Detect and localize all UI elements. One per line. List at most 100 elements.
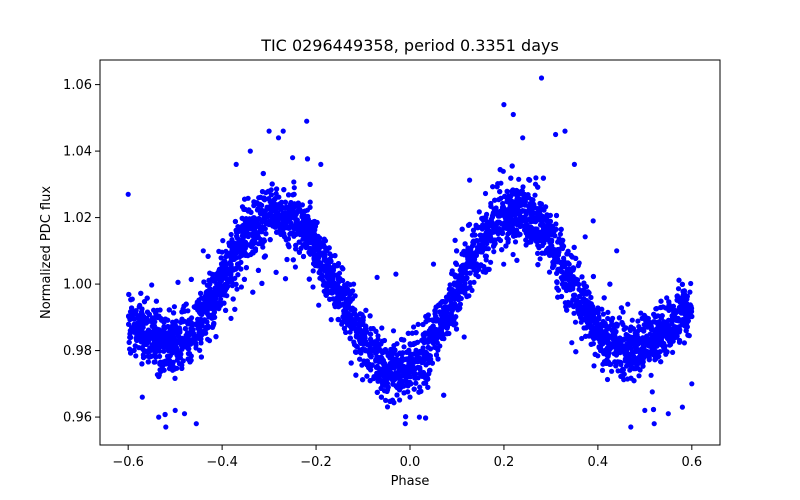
data-point [363,307,369,313]
data-point [533,219,539,225]
data-point [332,301,338,307]
data-point [656,319,662,325]
data-point [133,323,139,329]
data-point [650,344,656,350]
data-point [316,259,322,265]
data-point [423,362,429,368]
data-point [401,344,407,350]
data-point [209,271,215,277]
data-point [640,363,646,369]
data-point [599,367,606,373]
data-point [259,189,266,195]
data-point [558,293,565,300]
data-point [381,388,388,394]
data-point [230,296,236,302]
data-point [670,338,676,344]
data-point [322,281,328,287]
data-point [128,297,134,303]
data-point [580,297,586,303]
data-point [504,188,510,194]
data-point [433,314,439,320]
data-point [552,233,558,239]
data-point [496,236,502,242]
data-point [566,261,572,267]
data-point [464,285,470,291]
data-point [398,373,404,379]
data-point [529,197,535,203]
data-point [403,414,409,420]
data-point [512,239,519,245]
data-point [159,364,165,370]
data-point [175,279,181,285]
data-point [421,338,428,344]
data-point [598,345,604,351]
data-point [623,325,629,331]
data-point [368,326,374,332]
data-point [126,321,132,327]
data-point [464,293,470,300]
data-point [441,392,447,398]
data-point [213,334,219,340]
data-point [208,291,214,297]
data-point [666,302,672,308]
data-point [292,215,298,221]
data-point [636,360,642,366]
data-point [147,354,153,360]
data-point [171,304,177,310]
data-point [500,221,506,228]
data-point [616,315,623,321]
data-point [149,342,155,348]
data-point [226,240,232,246]
chart-title: TIC 0296449358, period 0.3351 days [260,36,559,55]
data-point [170,359,176,365]
data-point [601,295,607,301]
data-point [476,209,482,215]
data-point [618,305,625,311]
data-point [483,245,489,252]
data-point [133,328,139,334]
data-point [235,272,241,278]
data-point [261,195,267,201]
data-point [311,231,317,237]
data-point [650,406,657,413]
data-point [629,365,635,371]
data-point [383,397,389,403]
data-point [454,248,460,254]
data-point [367,313,373,319]
data-point [213,296,219,302]
data-point [281,187,287,193]
data-point [676,277,682,283]
data-point [634,335,640,341]
data-point [440,332,447,338]
data-point [163,335,169,341]
data-point [284,256,290,263]
data-point [156,373,162,380]
data-point [414,353,420,360]
data-point [605,315,611,322]
data-point [609,368,615,374]
data-point [453,304,459,310]
data-point [467,280,473,286]
data-point [268,192,274,198]
data-point [545,235,551,241]
data-point [679,281,686,287]
data-point [405,330,411,336]
data-point [558,226,564,232]
data-point [348,360,354,366]
data-point [239,204,246,210]
data-point [144,309,151,315]
data-point [570,265,576,271]
data-point [232,275,238,281]
data-point [404,379,410,385]
data-point [307,204,313,210]
data-point [607,281,613,287]
data-point [657,349,663,355]
data-point [415,321,421,327]
data-point [310,268,316,274]
data-point [664,349,670,355]
data-point [362,348,368,354]
data-point [291,179,297,185]
data-point [413,330,419,336]
data-point [473,223,479,230]
data-point [482,190,489,197]
